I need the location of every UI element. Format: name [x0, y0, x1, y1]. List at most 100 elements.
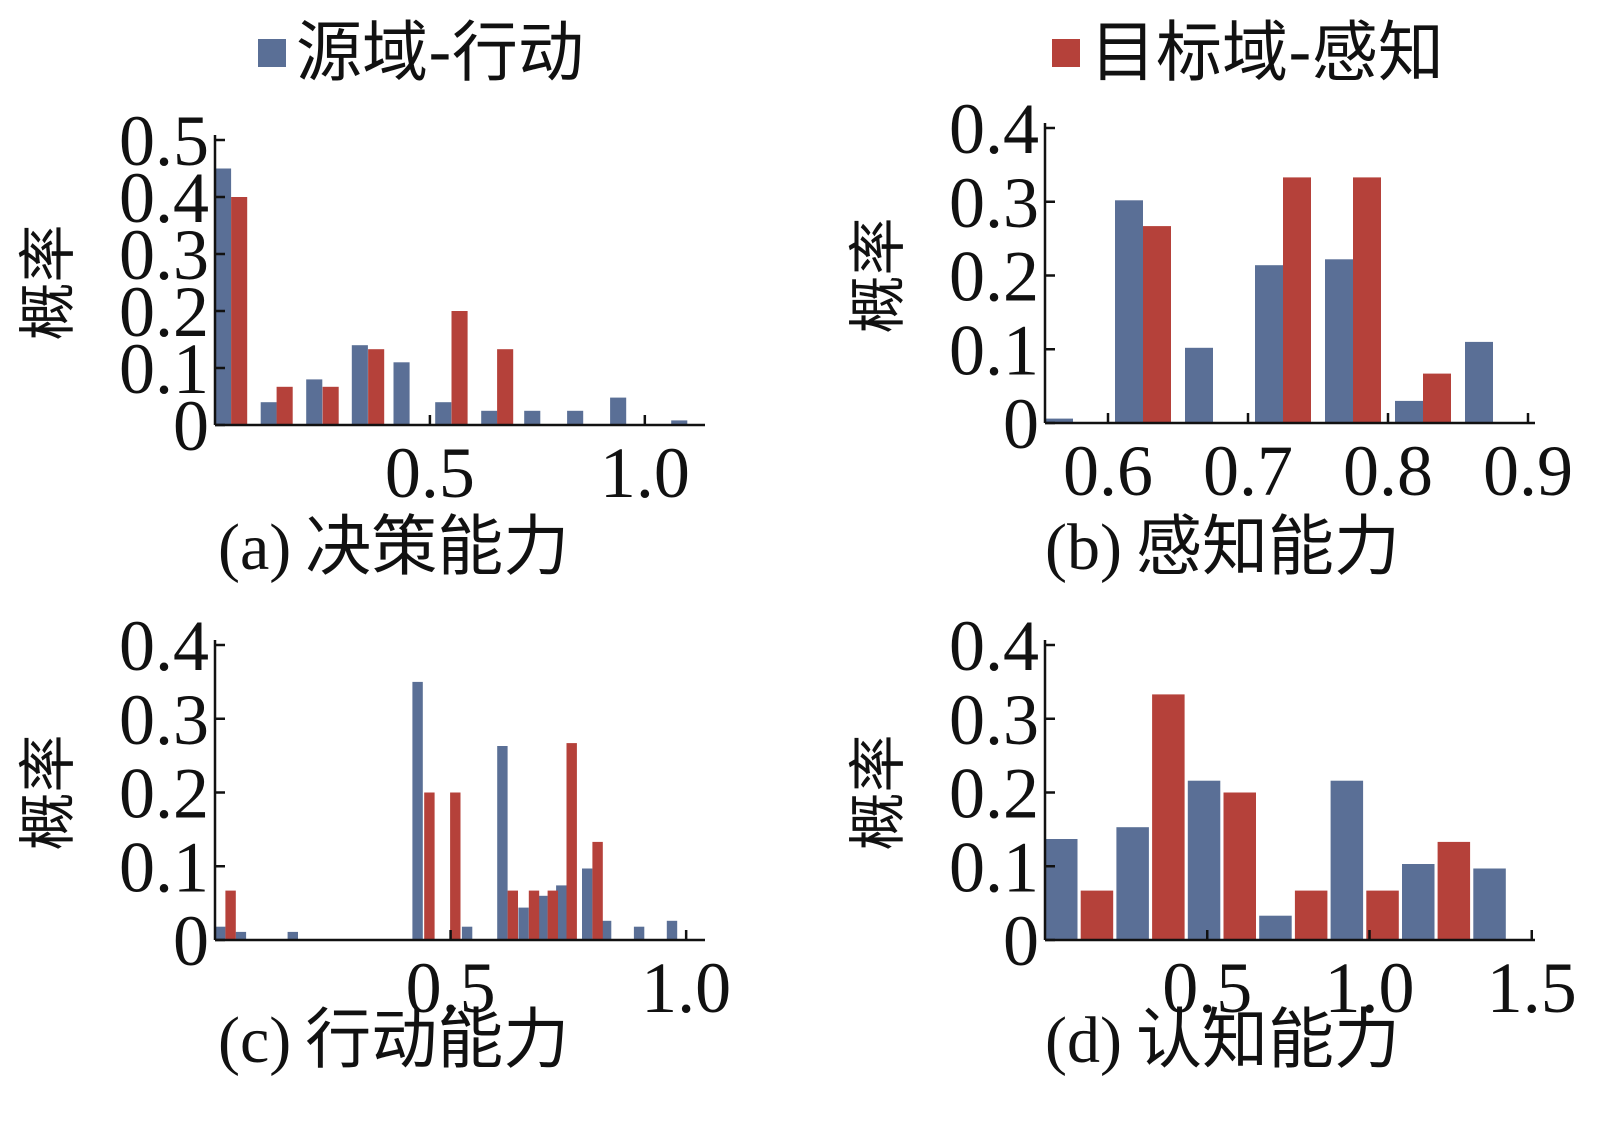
legend-item-target: 目标域-感知 [1052, 8, 1444, 98]
bar-c-source-12 [666, 920, 678, 940]
y-tick-label-b-1: 0.1 [949, 310, 1039, 390]
bar-b-source-3 [1255, 265, 1283, 423]
chart-panel-b: 0 0.1 0.2 0.3 0.4 0.6 0.7 0.8 0.9 概率 [844, 89, 1622, 524]
chart-caption-c: (c) 行动能力 [218, 1005, 569, 1076]
bar-c-source-8 [556, 885, 567, 940]
bar-c-source-10 [600, 920, 612, 940]
bar-c-source-5 [497, 746, 508, 940]
bar-c-source-4 [461, 926, 473, 940]
bar-b-target-2 [1353, 177, 1381, 423]
caption-name-d: 认知能力 [1135, 1001, 1400, 1078]
y-axis-label-d: 概率 [844, 734, 912, 850]
y-tick-label-b-0: 0 [1003, 384, 1039, 464]
bar-c-target-5 [547, 890, 558, 940]
bar-c-source-3 [412, 681, 423, 940]
chart-panel-a: 0 0.1 0.2 0.3 0.4 0.5 0.5 1.0 概率 [14, 100, 740, 524]
y-tick-label-c-2: 0.2 [119, 754, 209, 834]
chart-legend: 源域-行动 目标域-感知 [0, 0, 1622, 100]
bar-c-target-0 [225, 890, 236, 940]
legend-swatch-target [1052, 39, 1080, 67]
bar-a-target-0 [231, 197, 248, 425]
legend-label-target: 目标域-感知 [1090, 14, 1444, 91]
bar-a-source-10 [671, 420, 688, 425]
x-tick-label-b-2: 0.8 [1343, 431, 1433, 511]
bar-a-target-1 [276, 386, 293, 425]
bar-a-source-6 [481, 410, 498, 426]
bar-b-source-5 [1395, 400, 1423, 423]
y-tick-label-c-3: 0.3 [119, 680, 209, 760]
chart-svg-a: 00.10.20.30.40.50.5 1.0概率 [14, 101, 705, 513]
bar-a-target-2 [322, 386, 339, 425]
bar-d-target-4 [1366, 890, 1399, 940]
legend-item-source: 源域-行动 [258, 8, 584, 98]
bar-c-source-1 [235, 931, 247, 940]
bar-c-target-6 [566, 743, 577, 940]
y-tick-label-d-1: 0.1 [949, 827, 1039, 907]
bar-c-target-2 [450, 792, 461, 940]
bar-d-source-4 [1330, 780, 1364, 940]
y-tick-label-d-4: 0.4 [949, 606, 1039, 686]
bar-c-target-7 [592, 841, 603, 940]
bar-c-target-4 [528, 890, 540, 940]
bar-d-source-3 [1259, 915, 1292, 940]
caption-letter-b: (b) [1045, 511, 1122, 584]
bar-d-target-3 [1294, 890, 1328, 940]
bar-b-source-4 [1325, 259, 1353, 423]
y-tick-label-d-2: 0.2 [949, 754, 1039, 834]
bar-a-source-4 [393, 362, 410, 425]
bar-d-source-5 [1402, 864, 1435, 940]
bar-c-source-0 [215, 926, 226, 940]
legend-swatch-source [258, 39, 286, 67]
bar-a-target-3 [368, 349, 385, 425]
bar-a-source-1 [260, 402, 277, 425]
bar-c-source-2 [287, 931, 298, 940]
y-tick-label-c-0: 0 [173, 901, 209, 981]
bar-c-source-11 [633, 926, 645, 940]
bar-b-target-1 [1283, 177, 1311, 423]
x-tick-label-b-0: 0.6 [1063, 431, 1153, 511]
y-tick-label-d-3: 0.3 [949, 680, 1039, 760]
bar-a-source-2 [306, 379, 323, 425]
caption-letter-c: (c) [218, 1004, 292, 1077]
y-tick-label-a-3: 0.3 [119, 215, 209, 295]
bar-d-source-1 [1116, 827, 1149, 940]
chart-panel-c: 0 0.1 0.2 0.3 0.4 0.5 1.0 概率 [14, 606, 740, 1044]
bar-c-target-3 [507, 890, 518, 940]
x-tick-label-b-1: 0.7 [1203, 431, 1293, 511]
bar-d-source-6 [1473, 868, 1506, 940]
bar-d-target-1 [1152, 694, 1185, 940]
y-tick-label-b-3: 0.3 [949, 163, 1039, 243]
bar-a-source-3 [351, 345, 368, 425]
bar-d-target-5 [1437, 841, 1471, 940]
bar-d-source-0 [1045, 839, 1078, 940]
bar-b-source-1 [1115, 200, 1143, 423]
bar-a-source-7 [524, 410, 541, 426]
caption-name-b: 感知能力 [1135, 508, 1400, 585]
y-tick-label-a-1: 0.1 [119, 329, 209, 409]
chart-panel-d: 0 0.1 0.2 0.3 0.4 0.5 1.0 1.5 概率 [844, 606, 1622, 1044]
x-tick-label-d-0: 0.5 [1162, 948, 1252, 1028]
chart-caption-d: (d) 认知能力 [1045, 1005, 1400, 1076]
y-tick-label-a-0: 0 [173, 386, 209, 466]
bar-c-source-6 [518, 907, 529, 940]
y-tick-label-a-4: 0.4 [119, 158, 209, 238]
x-tick-label-d-1: 1.0 [1325, 948, 1415, 1028]
bar-b-source-6 [1465, 341, 1493, 423]
bar-b-source-2 [1185, 347, 1213, 423]
bar-c-source-7 [537, 895, 548, 941]
bar-b-source-0 [1045, 418, 1073, 423]
bar-a-source-9 [610, 397, 627, 425]
caption-letter-d: (d) [1045, 1004, 1122, 1077]
y-tick-label-b-4: 0.4 [949, 89, 1039, 169]
y-tick-label-c-1: 0.1 [119, 827, 209, 907]
chart-svg-c: 00.10.20.30.4 0.5 1.0 概率 [14, 606, 731, 1028]
bar-b-target-3 [1423, 373, 1451, 423]
caption-name-a: 决策能力 [305, 508, 570, 585]
x-tick-label-a-1: 1.0 [600, 433, 690, 513]
bar-a-source-0 [215, 168, 232, 425]
bar-a-target-5 [497, 349, 514, 425]
x-tick-label-c-0: 0.5 [406, 948, 496, 1028]
y-axis-label-b: 概率 [844, 217, 912, 333]
chart-svg-b: 00.10.20.30.4 0.6 0.7 0.8 0.9 概率 [844, 89, 1573, 511]
bar-d-target-0 [1080, 890, 1114, 940]
